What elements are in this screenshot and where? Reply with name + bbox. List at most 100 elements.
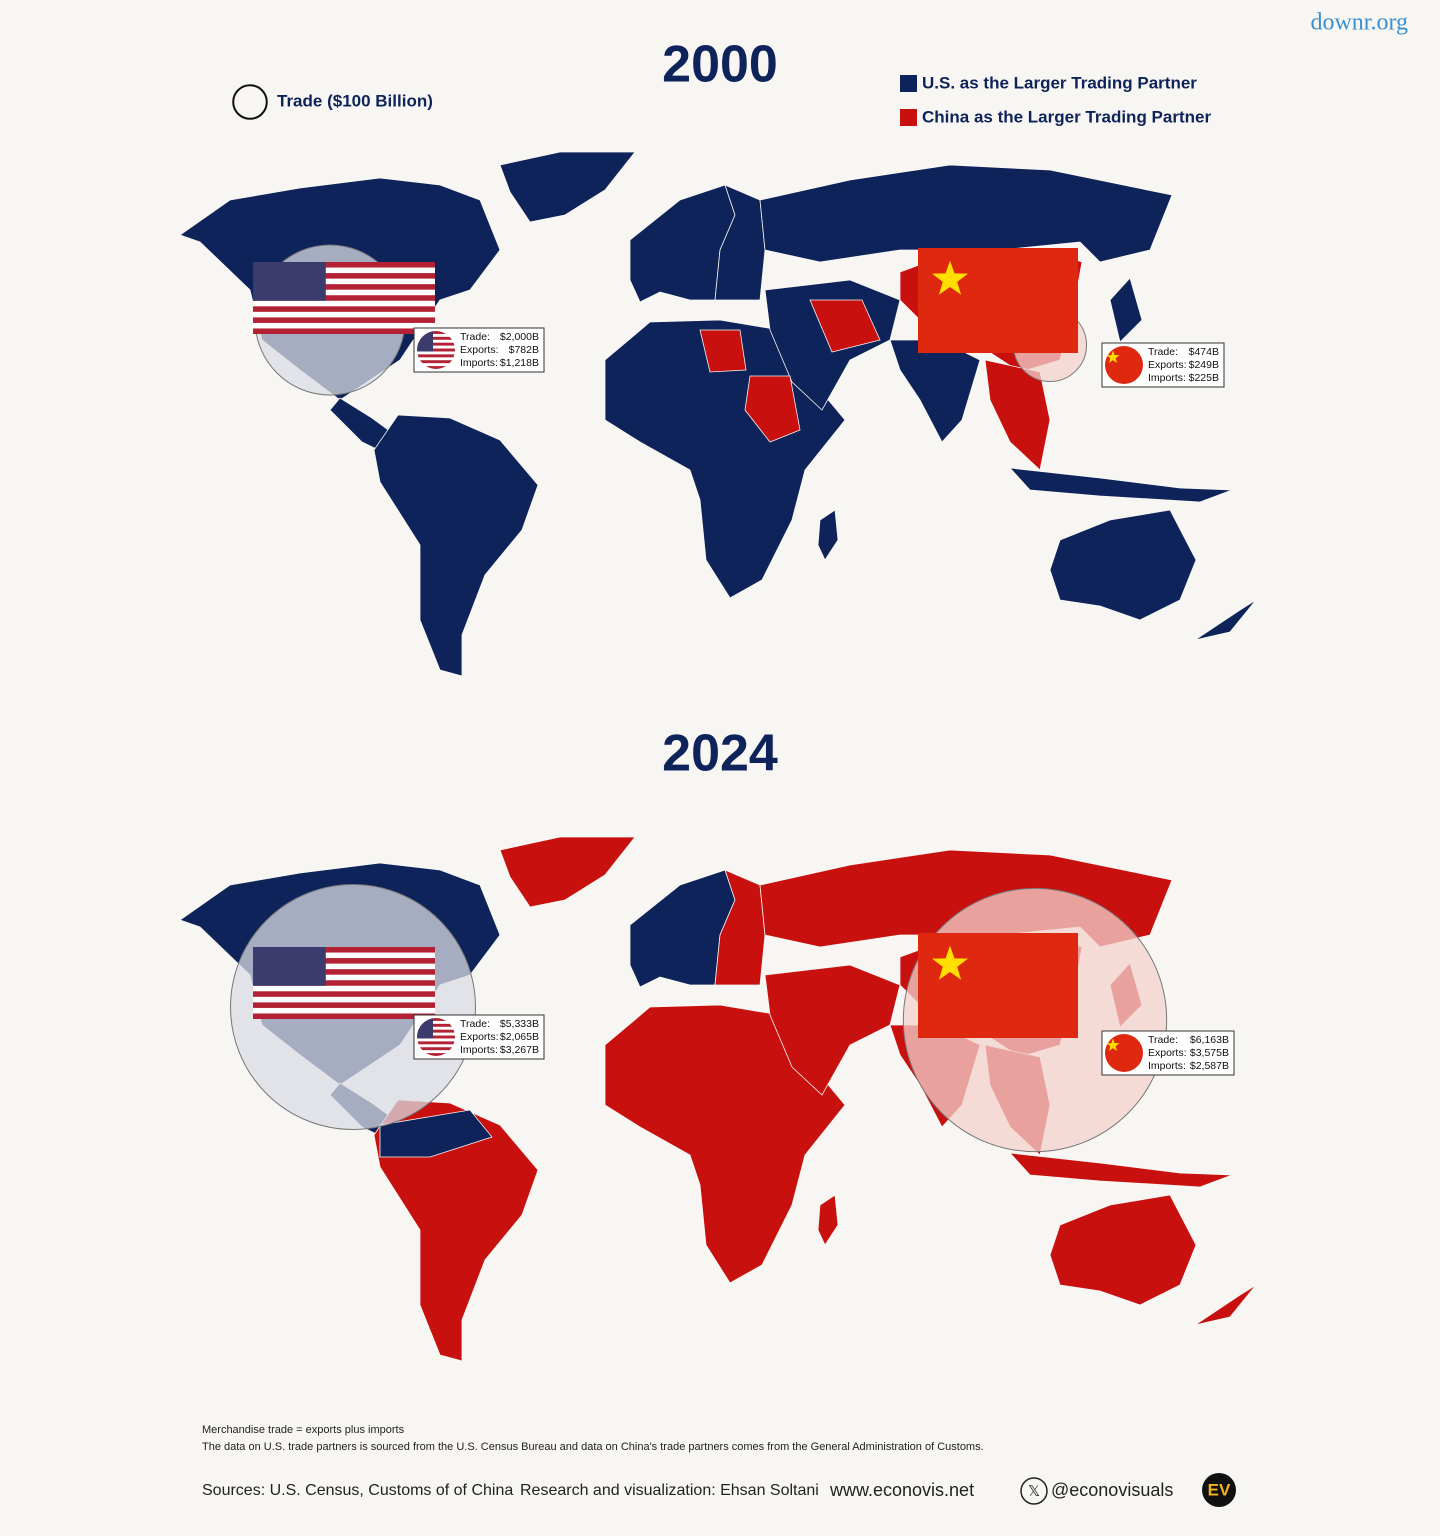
flag-stripe	[253, 317, 435, 323]
flag-canton	[253, 262, 326, 301]
sources: Sources: U.S. Census, Customs of of Chin…	[202, 1482, 513, 1499]
callout-flag	[417, 1018, 455, 1056]
flag-stripe	[253, 328, 435, 334]
flag-star	[932, 945, 968, 980]
country-region	[499, 836, 636, 908]
callout-label: Imports:	[460, 357, 498, 369]
callout-label: Trade:	[460, 1018, 490, 1030]
country-region	[1194, 599, 1257, 641]
flag-stripe	[417, 1053, 455, 1056]
flag-stripe	[417, 366, 455, 369]
callout-value: $225B	[1189, 372, 1219, 384]
flag-cn	[918, 933, 1078, 1038]
flag-stripe	[253, 1013, 435, 1019]
country-region	[764, 964, 901, 1096]
flag-cn	[918, 248, 1078, 353]
flag-stripe	[253, 306, 435, 312]
flag-cn	[1105, 1034, 1143, 1072]
flag-stripe	[253, 273, 435, 279]
country-region	[1008, 1152, 1233, 1188]
callout-label: Trade:	[460, 331, 490, 343]
callout-value: $3,575B	[1190, 1047, 1229, 1059]
callout-flag	[1105, 346, 1143, 384]
credit: Research and visualization: Ehsan Soltan…	[520, 1482, 819, 1499]
flag-stripe	[253, 980, 435, 986]
legend-label: U.S. as the Larger Trading Partner	[922, 73, 1197, 92]
flag-stripe	[253, 969, 435, 975]
country-region	[379, 1109, 493, 1158]
flag-stripe	[417, 1035, 455, 1039]
logo-text: EV	[1208, 1480, 1231, 1499]
country-region	[1008, 467, 1233, 503]
flag-stripe	[417, 1023, 455, 1027]
country-region	[1049, 1194, 1197, 1306]
callout-label: Imports:	[460, 1044, 498, 1056]
callout-value: $3,267B	[500, 1044, 539, 1056]
size-legend-circle	[232, 84, 268, 120]
callout-label: Exports:	[1148, 1047, 1187, 1059]
flag-stripe	[417, 1018, 455, 1021]
country-region	[759, 164, 1173, 263]
flag-star	[1106, 350, 1120, 363]
country-region	[373, 1099, 539, 1362]
country-region	[744, 375, 801, 443]
size-legend-label: Trade ($100 Billion)	[277, 91, 433, 110]
country-region	[699, 329, 747, 373]
note: The data on U.S. trade partners is sourc…	[202, 1441, 984, 1453]
callout-label: Exports:	[460, 1031, 499, 1043]
country-region	[817, 1194, 839, 1246]
flag-stripe	[417, 342, 455, 346]
flag-stripe	[253, 295, 435, 301]
logo	[1202, 1473, 1236, 1507]
website[interactable]: www.econovis.net	[829, 1480, 974, 1500]
x-icon	[1020, 1477, 1048, 1505]
flag-stripe	[417, 1041, 455, 1045]
callout-value: $249B	[1189, 359, 1219, 371]
flag-canton	[253, 947, 326, 986]
flag-stripe	[253, 284, 435, 290]
country-region	[499, 151, 636, 223]
x-icon-glyph: 𝕏	[1028, 1483, 1040, 1500]
flag-stripe	[417, 331, 455, 334]
flag-stripe	[417, 354, 455, 358]
flag-stripe	[417, 360, 455, 364]
callout-flag	[417, 331, 455, 369]
callout-value: $782B	[509, 344, 539, 356]
flag-stripe	[253, 958, 435, 964]
flag-stripe	[417, 1047, 455, 1051]
country-region	[809, 299, 881, 353]
legend-swatch	[900, 109, 917, 126]
flag-cn	[1105, 346, 1143, 384]
legend-swatch	[900, 75, 917, 92]
callout-value: $5,333B	[500, 1018, 539, 1030]
flag-star	[1106, 1038, 1120, 1051]
country-region	[604, 1004, 846, 1284]
flag-stripe	[253, 947, 435, 953]
flag-stripe	[417, 348, 455, 352]
callout-flag	[1105, 1034, 1143, 1072]
flag-stripe	[417, 1029, 455, 1033]
callout-label: Trade:	[1148, 1034, 1178, 1046]
country-region	[1109, 277, 1143, 343]
country-region	[1194, 1284, 1257, 1326]
callout-value: $2,587B	[1190, 1060, 1229, 1072]
callout-label: Imports:	[1148, 372, 1186, 384]
callout-value: $6,163B	[1190, 1034, 1229, 1046]
legend-label: China as the Larger Trading Partner	[922, 107, 1211, 126]
note: Merchandise trade = exports plus imports	[202, 1424, 405, 1436]
callout-value: $474B	[1189, 346, 1219, 358]
callout-value: $2,000B	[500, 331, 539, 343]
watermark: downr.org	[1310, 10, 1408, 36]
flag-stripe	[417, 336, 455, 340]
year-title: 2024	[662, 725, 778, 783]
callout-value: $1,218B	[500, 357, 539, 369]
callout-label: Exports:	[460, 344, 499, 356]
flag-stripe	[253, 1002, 435, 1008]
social-handle[interactable]: @econovisuals	[1051, 1480, 1173, 1500]
flag-stripe	[253, 991, 435, 997]
